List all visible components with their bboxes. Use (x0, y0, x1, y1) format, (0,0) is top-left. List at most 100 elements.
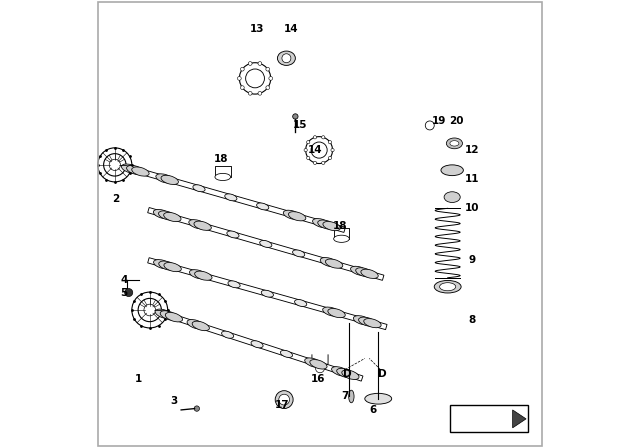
Circle shape (275, 391, 293, 409)
Circle shape (125, 289, 132, 297)
Ellipse shape (284, 210, 301, 220)
Text: 7: 7 (341, 392, 348, 401)
Bar (450, 405, 529, 432)
Text: 18: 18 (214, 154, 228, 164)
Circle shape (322, 161, 325, 164)
Circle shape (98, 148, 132, 182)
Ellipse shape (215, 173, 230, 181)
Ellipse shape (195, 271, 212, 280)
Ellipse shape (441, 165, 463, 176)
Ellipse shape (320, 258, 338, 267)
Ellipse shape (278, 51, 296, 65)
Ellipse shape (450, 141, 459, 146)
Circle shape (314, 161, 317, 164)
Circle shape (258, 91, 262, 95)
Text: 2: 2 (113, 194, 120, 204)
Ellipse shape (440, 283, 456, 291)
Text: 14: 14 (308, 145, 323, 155)
Ellipse shape (356, 268, 373, 277)
Text: 12: 12 (465, 145, 479, 155)
Ellipse shape (361, 269, 378, 279)
Ellipse shape (260, 241, 272, 247)
Ellipse shape (221, 331, 234, 338)
Ellipse shape (310, 360, 327, 369)
Ellipse shape (353, 316, 371, 325)
Circle shape (246, 69, 264, 88)
Circle shape (322, 136, 325, 139)
Ellipse shape (261, 290, 273, 297)
Text: 17: 17 (275, 401, 289, 410)
Circle shape (328, 156, 332, 159)
Ellipse shape (364, 319, 381, 328)
Ellipse shape (132, 167, 149, 176)
Circle shape (194, 406, 200, 411)
Text: 20: 20 (449, 116, 464, 126)
Circle shape (144, 304, 156, 316)
Text: 16: 16 (310, 374, 325, 383)
Text: 11: 11 (465, 174, 479, 184)
Circle shape (138, 298, 161, 322)
Ellipse shape (312, 219, 330, 228)
Ellipse shape (365, 393, 392, 404)
Circle shape (269, 77, 273, 80)
Text: 14: 14 (284, 24, 298, 34)
Text: 4: 4 (120, 275, 127, 285)
Text: 6: 6 (369, 405, 376, 415)
Circle shape (241, 86, 244, 90)
Polygon shape (116, 162, 346, 233)
Ellipse shape (280, 350, 292, 358)
Ellipse shape (127, 165, 144, 175)
Ellipse shape (155, 309, 172, 319)
Ellipse shape (358, 317, 376, 326)
Text: 19: 19 (431, 116, 446, 126)
Circle shape (239, 63, 271, 94)
Ellipse shape (161, 175, 179, 185)
Text: D: D (344, 369, 352, 379)
Ellipse shape (189, 220, 206, 229)
Ellipse shape (159, 211, 176, 220)
Circle shape (258, 62, 262, 65)
Ellipse shape (154, 259, 171, 269)
Circle shape (266, 67, 269, 71)
Text: 18: 18 (333, 221, 348, 231)
Text: 9: 9 (468, 255, 476, 265)
Text: 3: 3 (171, 396, 178, 406)
Ellipse shape (294, 300, 307, 306)
Polygon shape (148, 258, 387, 330)
Ellipse shape (305, 358, 322, 367)
Circle shape (311, 142, 327, 158)
Ellipse shape (292, 250, 305, 257)
Circle shape (316, 364, 324, 373)
Ellipse shape (122, 164, 139, 173)
Ellipse shape (160, 311, 177, 320)
Ellipse shape (317, 220, 335, 229)
Ellipse shape (189, 270, 207, 279)
Text: 8: 8 (468, 315, 476, 325)
Ellipse shape (225, 194, 237, 201)
Circle shape (279, 394, 289, 405)
Ellipse shape (323, 307, 340, 316)
Ellipse shape (257, 203, 269, 210)
Ellipse shape (159, 261, 176, 270)
Circle shape (237, 77, 241, 80)
Circle shape (425, 121, 435, 130)
Ellipse shape (328, 309, 345, 318)
Ellipse shape (192, 321, 209, 331)
Ellipse shape (435, 280, 461, 293)
Text: 1: 1 (135, 374, 142, 383)
Ellipse shape (228, 281, 240, 288)
Text: 13: 13 (250, 24, 264, 34)
Ellipse shape (164, 263, 181, 271)
Ellipse shape (187, 319, 204, 329)
Text: 10: 10 (465, 203, 479, 213)
Circle shape (248, 62, 252, 65)
Text: 15: 15 (292, 121, 307, 130)
Ellipse shape (351, 266, 368, 276)
Text: 5: 5 (120, 289, 127, 298)
Ellipse shape (289, 211, 306, 221)
Circle shape (109, 159, 120, 171)
Ellipse shape (165, 312, 182, 322)
Circle shape (304, 148, 307, 152)
Ellipse shape (446, 138, 463, 149)
Circle shape (104, 154, 126, 176)
